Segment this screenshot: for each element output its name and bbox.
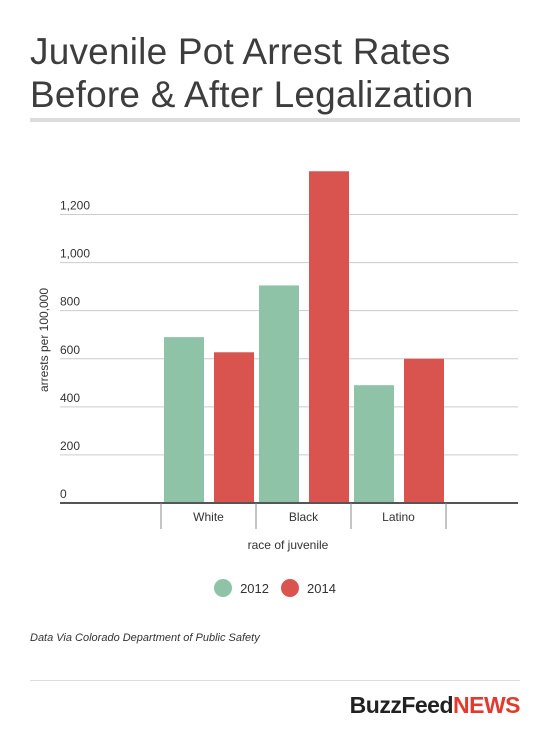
x-axis: White Black Latino — [60, 502, 518, 529]
x-tick-label: White — [193, 510, 224, 524]
legend-swatch-2014 — [281, 579, 299, 597]
legend-label-2014: 2014 — [307, 580, 336, 596]
y-tick-label: 1,000 — [60, 247, 90, 261]
y-tick-label: 600 — [60, 343, 80, 357]
logo-suffix: NEWS — [453, 692, 521, 718]
logo-main: BuzzFeed — [349, 692, 454, 718]
bar-white-2012 — [164, 337, 204, 503]
x-axis-label: race of juvenile — [248, 538, 329, 552]
footer-divider — [30, 680, 520, 681]
legend: 2012 2014 — [0, 579, 550, 597]
bars — [164, 171, 444, 504]
buzzfeed-news-logo: BuzzFeedNEWS — [349, 692, 521, 719]
legend-swatch-2012 — [214, 579, 233, 597]
bar-latino-2012 — [354, 385, 394, 503]
y-tick-label: 200 — [60, 439, 80, 453]
legend-item-2012: 2012 — [214, 579, 269, 597]
y-tick-label: 800 — [60, 295, 80, 309]
chart-title: Juvenile Pot Arrest Rates Before & After… — [30, 31, 474, 115]
bar-latino-2014 — [404, 358, 444, 503]
bar-black-2014 — [309, 171, 349, 504]
legend-label-2012: 2012 — [240, 580, 269, 596]
y-tick-label: 1,200 — [60, 199, 90, 213]
y-tick-label: 400 — [60, 391, 80, 405]
x-tick-label: Black — [289, 510, 319, 524]
bar-white-2014 — [214, 352, 254, 503]
x-tick-label: Latino — [382, 510, 415, 524]
y-tick-labels: 0 200 400 600 800 1,000 1,200 — [60, 199, 90, 501]
source-note: Data Via Colorado Department of Public S… — [30, 632, 260, 644]
y-tick-label: 0 — [60, 487, 67, 501]
legend-item-2014: 2014 — [281, 579, 336, 597]
bar-black-2012 — [259, 285, 299, 503]
bar-chart: 0 200 400 600 800 1,000 1,200 White Black Latino… — [37, 171, 518, 552]
y-axis-label: arrests per 100,000 — [37, 288, 51, 392]
title-divider — [30, 118, 520, 122]
